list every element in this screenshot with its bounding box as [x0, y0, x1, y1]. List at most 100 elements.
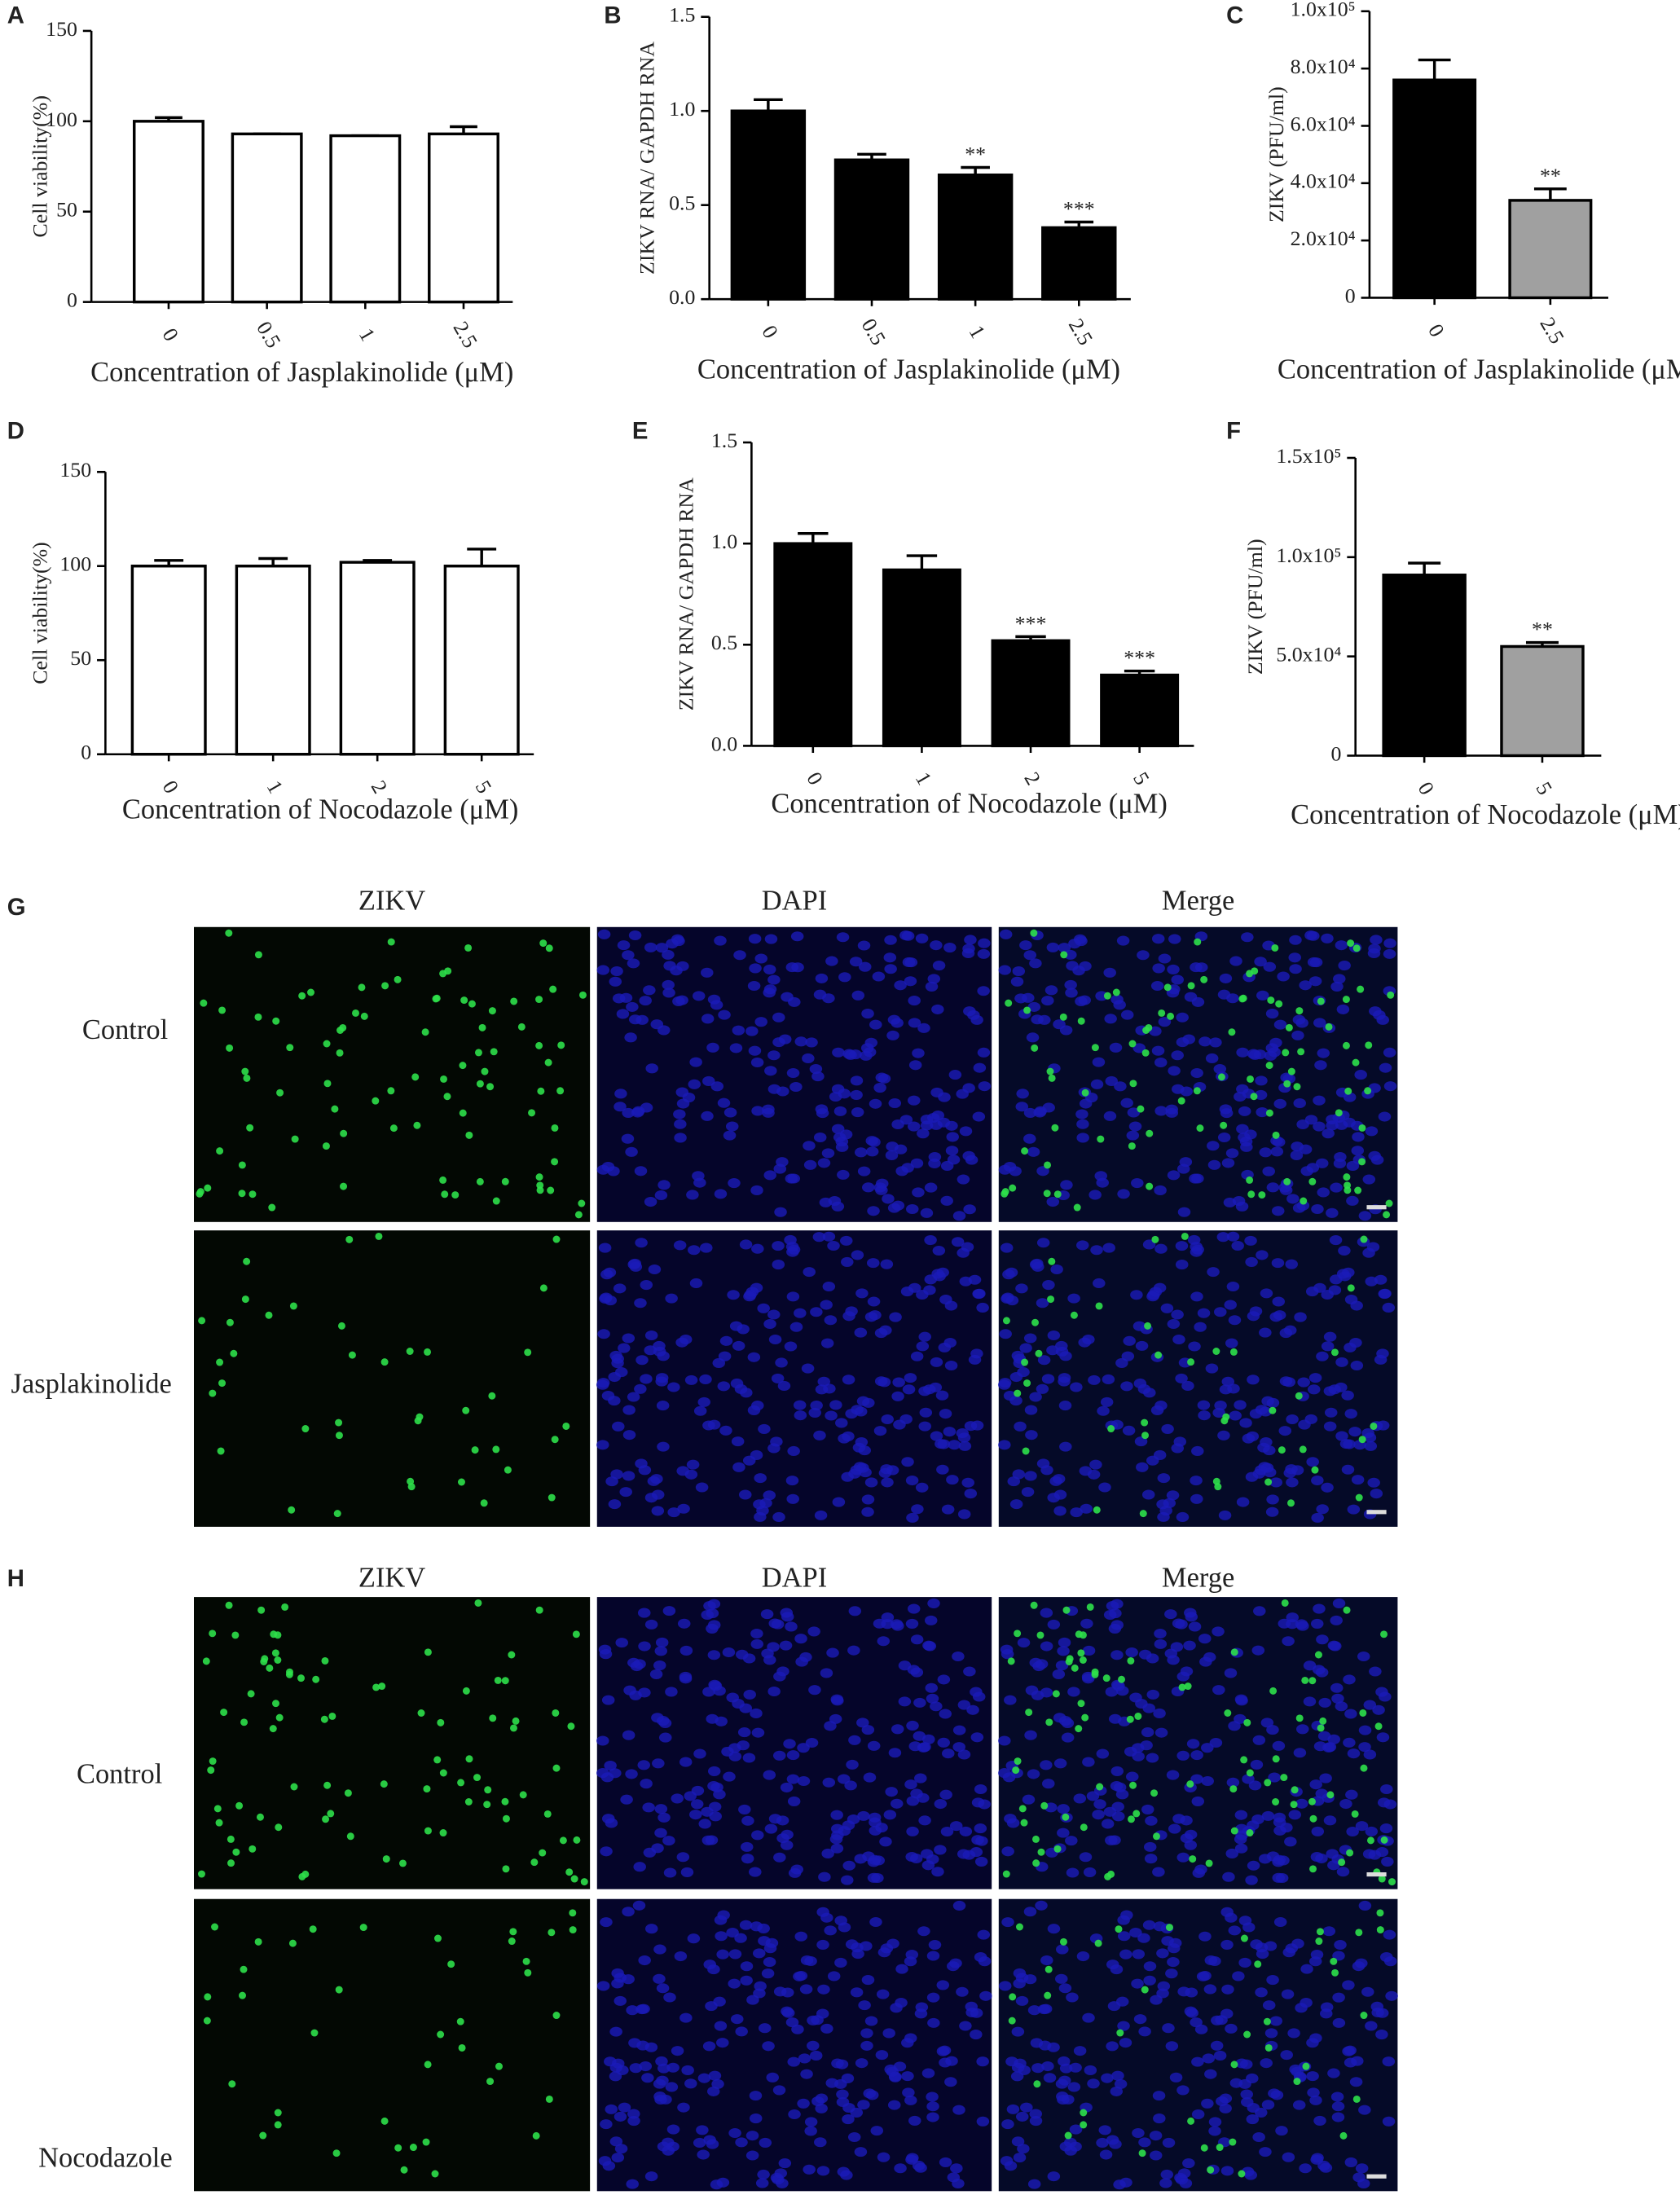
nucleus: [957, 1749, 971, 1760]
nucleus: [1098, 2125, 1112, 2135]
nucleus: [778, 1034, 792, 1045]
nucleus: [918, 1386, 931, 1396]
nucleus: [1220, 1907, 1234, 1917]
nucleus: [1182, 2158, 1195, 2169]
infected-cell: [1278, 1446, 1286, 1454]
nucleus: [750, 1057, 764, 1068]
nucleus: [1221, 1376, 1235, 1387]
nucleus: [831, 1124, 845, 1134]
bar: [730, 109, 807, 301]
nucleus: [1118, 1931, 1131, 1942]
infected-cell: [562, 1422, 570, 1430]
nucleus: [1254, 1089, 1268, 1100]
micrograph: [596, 926, 992, 1222]
nucleus: [727, 1290, 740, 1300]
nucleus: [644, 1345, 657, 1356]
infected-cell: [1360, 2012, 1368, 2020]
nucleus: [639, 996, 652, 1006]
nucleus: [1223, 1197, 1237, 1207]
nucleus: [697, 2149, 710, 2160]
nucleus: [794, 1634, 807, 1644]
infected-cell: [246, 1124, 254, 1132]
infected-cell: [297, 1674, 305, 1682]
nucleus: [804, 2126, 817, 2136]
nucleus: [695, 1482, 709, 1493]
infected-cell: [1187, 2117, 1195, 2125]
infected-cell: [254, 1937, 262, 1946]
nucleus: [693, 2137, 706, 2149]
nucleus: [1375, 2030, 1388, 2040]
nucleus: [770, 2172, 784, 2183]
nucleus: [1342, 1980, 1355, 1990]
infected-cell: [552, 1709, 560, 1717]
nucleus: [767, 1050, 781, 1061]
nucleus: [1208, 2126, 1221, 2136]
infected-cell: [471, 1446, 479, 1454]
nucleus: [753, 1499, 766, 1510]
nucleus: [1201, 1775, 1214, 1787]
infected-cell: [444, 967, 452, 975]
nucleus: [1180, 1815, 1193, 1826]
nucleus: [1027, 2005, 1041, 2016]
y-tick-label: 4.0x10⁴: [1291, 169, 1356, 193]
nucleus: [742, 1455, 756, 1466]
nucleus: [1207, 1267, 1220, 1278]
nucleus: [596, 1379, 609, 1390]
nucleus: [1153, 1708, 1166, 1718]
infected-cell: [1230, 1648, 1238, 1656]
nucleus: [925, 981, 939, 992]
nucleus: [1321, 1341, 1335, 1352]
nucleus: [822, 1231, 836, 1242]
nucleus: [614, 1102, 627, 1112]
nucleus: [637, 2003, 650, 2014]
nucleus: [1344, 1409, 1357, 1419]
nucleus: [1081, 1674, 1095, 1684]
nucleus: [1263, 1445, 1276, 1456]
nucleus: [1383, 948, 1396, 959]
infected-cell: [431, 2170, 439, 2178]
infected-cell: [257, 1606, 266, 1614]
nucleus: [1176, 2085, 1190, 2096]
y-axis-label: ZIKV RNA/ GAPDH RNA: [635, 42, 658, 275]
nucleus: [657, 1180, 671, 1190]
infected-cell: [1280, 1774, 1288, 1782]
nucleus: [1311, 1512, 1324, 1523]
nucleus: [1120, 1009, 1134, 1020]
nucleus: [1184, 1829, 1198, 1840]
bar: [1392, 78, 1477, 300]
nucleus: [1132, 1321, 1146, 1331]
nucleus: [1154, 1638, 1168, 1649]
nucleus: [825, 1410, 838, 1421]
infected-cell: [545, 2095, 553, 2103]
nucleus: [690, 1799, 704, 1810]
nucleus: [734, 1933, 747, 1943]
nucleus: [600, 1846, 613, 1857]
nucleus: [855, 1288, 869, 1299]
nucleus: [655, 1373, 669, 1383]
nucleus: [611, 1978, 624, 1989]
nucleus: [1331, 2101, 1345, 2112]
nucleus: [956, 1986, 969, 1997]
nucleus: [1335, 1431, 1348, 1441]
nucleus: [758, 1423, 771, 1434]
nucleus: [693, 1748, 706, 1759]
y-tick-label: 1.0x10⁵: [1291, 0, 1356, 21]
nucleus: [1289, 935, 1302, 945]
nucleus: [635, 1355, 649, 1366]
nucleus: [644, 1619, 658, 1630]
nucleus: [787, 2056, 801, 2067]
infected-cell: [437, 2030, 445, 2039]
nucleus: [725, 1121, 739, 1132]
nucleus: [596, 1440, 609, 1450]
nucleus: [1256, 1107, 1269, 1118]
nucleus: [1316, 1351, 1329, 1361]
nucleus: [820, 2023, 833, 2034]
nucleus: [1326, 1120, 1339, 1131]
infected-cell: [1308, 1177, 1317, 1185]
nucleus: [754, 1511, 767, 1522]
infected-cell: [434, 1934, 442, 1942]
nucleus: [1191, 1796, 1205, 1806]
nucleus: [820, 1668, 833, 1678]
infected-cell: [530, 1858, 539, 1867]
nucleus: [723, 1107, 737, 1118]
